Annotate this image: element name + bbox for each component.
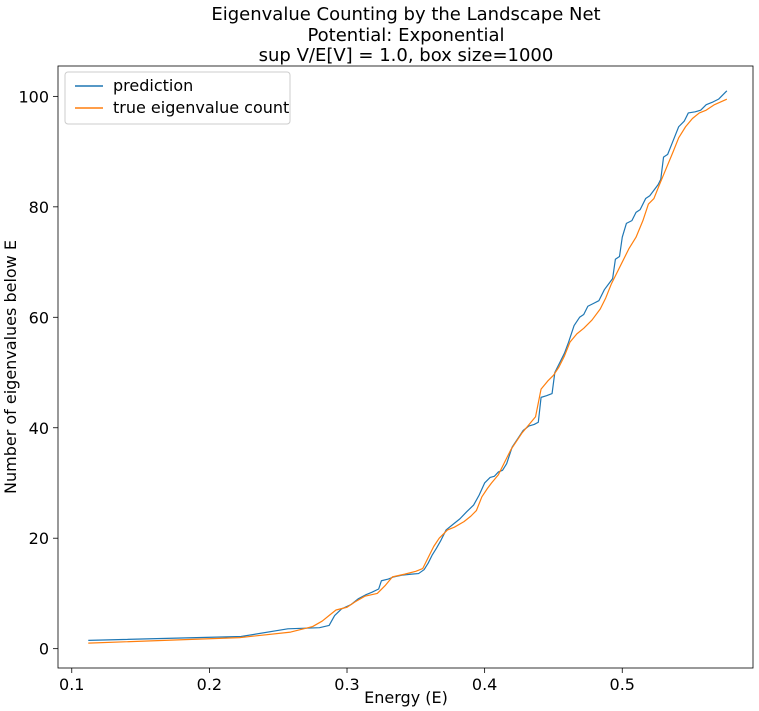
x-axis-label: Energy (E): [364, 688, 448, 707]
chart-title: Eigenvalue Counting by the Landscape Net…: [211, 4, 600, 66]
x-tick-label: 0.5: [610, 675, 635, 694]
legend-label-true-eigenvalue-count: true eigenvalue count: [113, 98, 289, 117]
series-line-prediction: [88, 90, 728, 641]
y-tick-label: 80: [29, 198, 49, 217]
x-tick-label: 0.1: [59, 675, 84, 694]
y-tick-label: 40: [29, 419, 49, 438]
x-tick-label: 0.4: [472, 675, 497, 694]
y-tick-label: 100: [18, 87, 49, 106]
series-group: [88, 90, 728, 644]
x-axis-ticks: 0.1 0.2 0.3 0.4 0.5: [59, 668, 635, 694]
y-axis-ticks: 0 20 40 60 80 100: [18, 87, 58, 659]
legend: prediction true eigenvalue count: [64, 71, 291, 125]
plot-area-frame: [57, 65, 754, 669]
y-tick-label: 20: [29, 529, 49, 548]
chart-title-line-1: Eigenvalue Counting by the Landscape Net: [211, 4, 600, 25]
y-tick-label: 60: [29, 308, 49, 327]
x-tick-label: 0.2: [197, 675, 222, 694]
series-line-true-eigenvalue-count: [88, 98, 728, 644]
chart-title-line-2: Potential: Exponential: [307, 25, 504, 46]
y-axis-label: Number of eigenvalues below E: [1, 240, 20, 494]
chart-title-line-3: sup V/E[V] = 1.0, box size=1000: [259, 45, 554, 66]
y-tick-label: 0: [39, 640, 49, 659]
legend-box: [64, 71, 291, 125]
legend-label-prediction: prediction: [113, 76, 193, 95]
x-tick-label: 0.3: [334, 675, 359, 694]
